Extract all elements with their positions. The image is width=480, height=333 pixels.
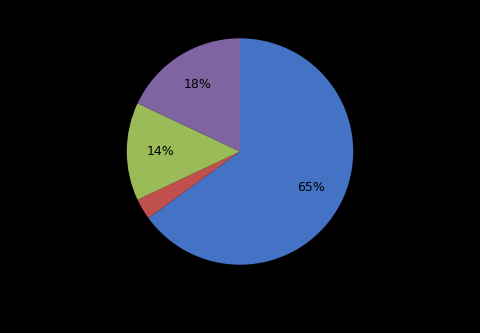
Wedge shape [148,38,353,265]
Text: 65%: 65% [297,181,324,194]
Text: 14%: 14% [147,145,175,158]
Text: 18%: 18% [183,78,212,91]
Wedge shape [138,152,240,218]
Wedge shape [127,103,240,200]
Wedge shape [138,38,240,152]
